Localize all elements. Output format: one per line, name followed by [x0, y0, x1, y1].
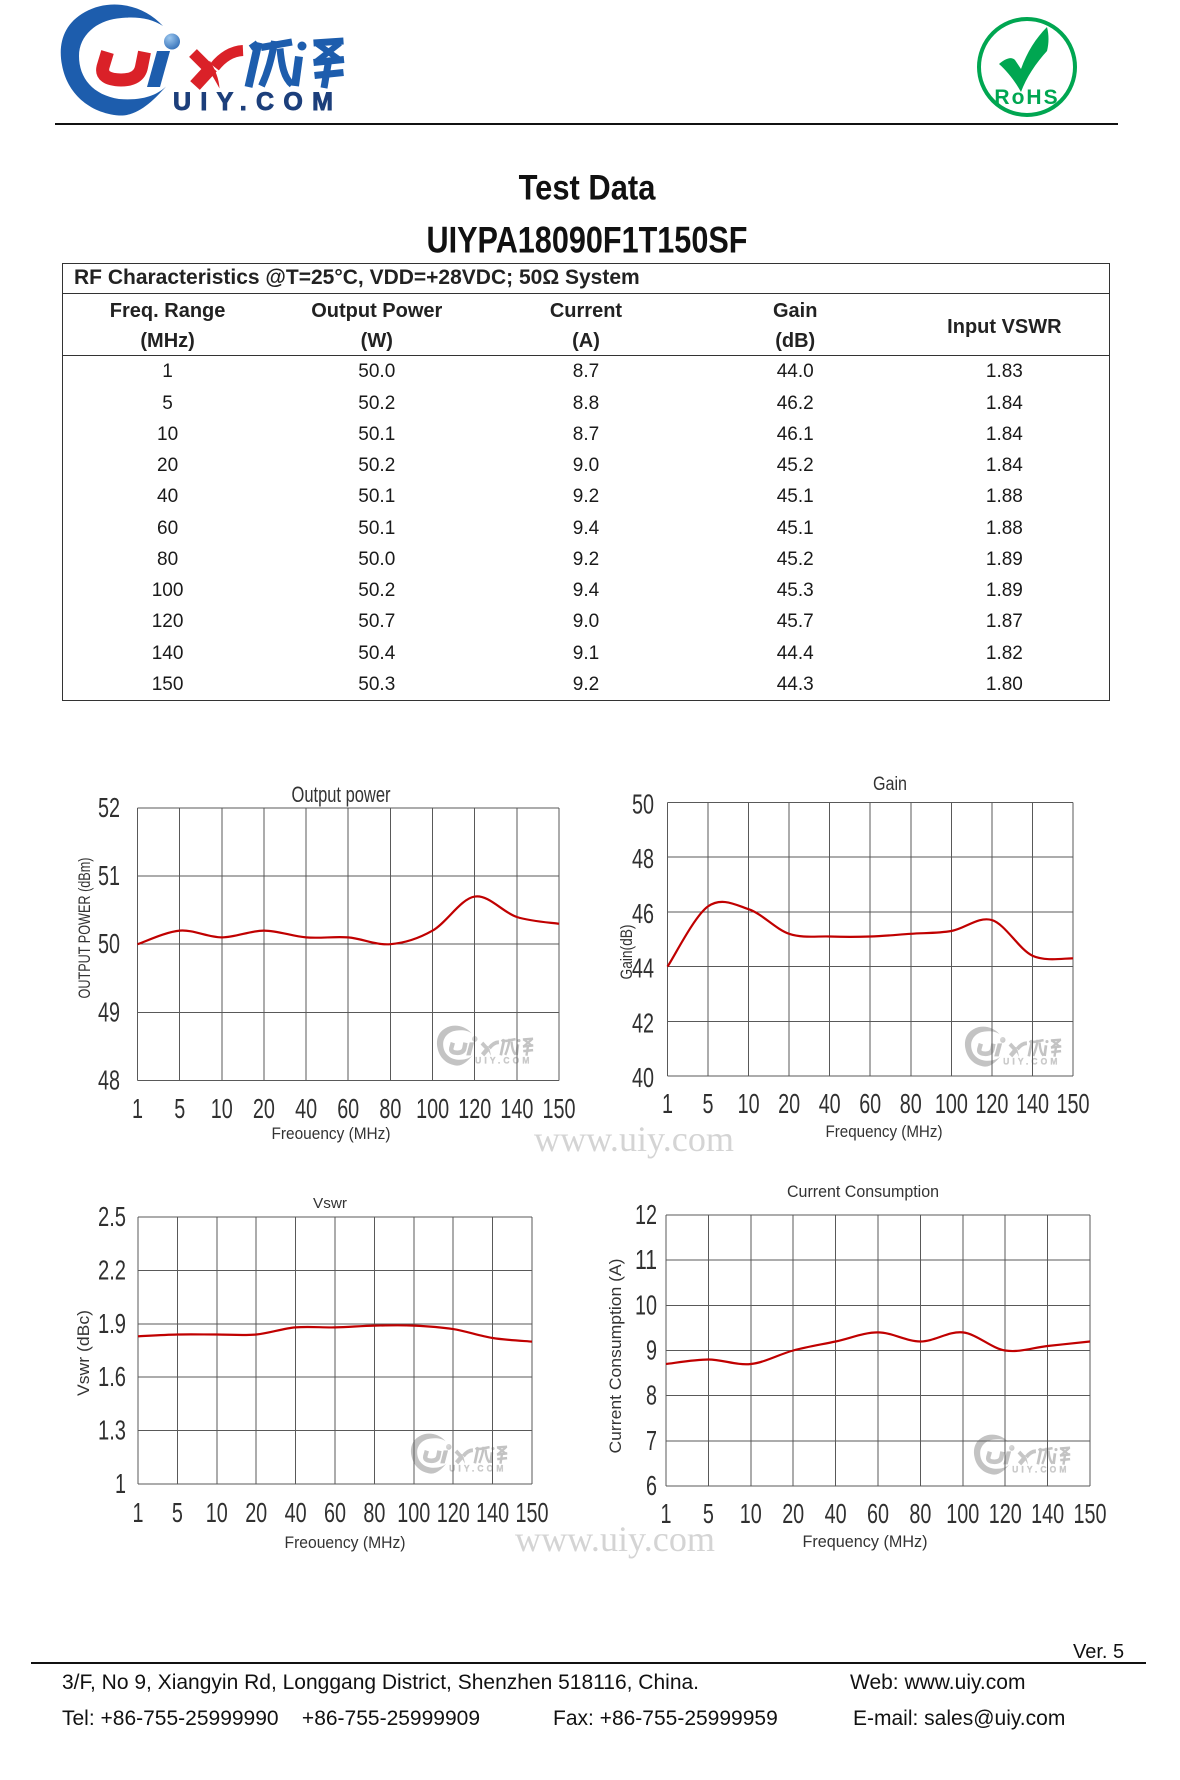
svg-text:1: 1 [661, 1498, 672, 1529]
svg-text:1: 1 [133, 1497, 144, 1528]
svg-text:42: 42 [632, 1007, 654, 1038]
svg-text:Frequency (MHz): Frequency (MHz) [803, 1532, 928, 1551]
svg-text:10: 10 [738, 1088, 760, 1119]
svg-text:1.9: 1.9 [98, 1308, 126, 1339]
svg-text:60: 60 [867, 1498, 889, 1529]
svg-text:UIY.COM: UIY.COM [1012, 1464, 1070, 1474]
svg-text:10: 10 [206, 1497, 228, 1528]
svg-text:150: 150 [1057, 1088, 1090, 1119]
svg-text:Frequency (MHz): Frequency (MHz) [826, 1122, 943, 1141]
svg-text:2.2: 2.2 [98, 1254, 126, 1285]
svg-text:48: 48 [632, 843, 654, 874]
svg-text:Vswr (dBc): Vswr (dBc) [74, 1310, 93, 1396]
svg-text:20: 20 [253, 1093, 275, 1124]
svg-text:1.3: 1.3 [98, 1415, 126, 1446]
svg-text:Current Consumption: Current Consumption [787, 1182, 939, 1201]
svg-text:100: 100 [416, 1093, 449, 1124]
svg-text:120: 120 [458, 1093, 491, 1124]
svg-text:5: 5 [703, 1498, 714, 1529]
svg-text:49: 49 [98, 996, 120, 1027]
svg-text:46: 46 [632, 898, 654, 929]
svg-text:UIY.COM: UIY.COM [449, 1463, 507, 1473]
svg-text:Output power: Output power [292, 782, 391, 807]
svg-text:60: 60 [337, 1093, 359, 1124]
svg-text:9: 9 [646, 1335, 657, 1366]
svg-text:5: 5 [174, 1093, 185, 1124]
svg-text:10: 10 [211, 1093, 233, 1124]
svg-text:UIY.COM: UIY.COM [1003, 1056, 1061, 1066]
svg-text:80: 80 [900, 1088, 922, 1119]
svg-text:140: 140 [1031, 1498, 1064, 1529]
svg-text:40: 40 [825, 1498, 847, 1529]
svg-text:8: 8 [646, 1380, 657, 1411]
svg-text:100: 100 [946, 1498, 979, 1529]
svg-text:150: 150 [516, 1497, 549, 1528]
svg-text:Gain: Gain [873, 774, 907, 795]
svg-text:51: 51 [98, 860, 120, 891]
svg-text:Vswr: Vswr [313, 1195, 347, 1212]
svg-text:150: 150 [1074, 1498, 1107, 1529]
svg-text:OUTPUT POWER (dBm): OUTPUT POWER (dBm) [75, 858, 94, 999]
svg-text:10: 10 [740, 1498, 762, 1529]
svg-text:80: 80 [909, 1498, 931, 1529]
svg-text:Gain(dB): Gain(dB) [617, 925, 636, 980]
svg-text:44: 44 [632, 953, 654, 984]
svg-text:50: 50 [98, 928, 120, 959]
svg-text:1: 1 [132, 1093, 143, 1124]
svg-text:60: 60 [324, 1497, 346, 1528]
svg-text:100: 100 [935, 1088, 968, 1119]
svg-text:www.uiy.com: www.uiy.com [534, 1119, 734, 1159]
svg-text:20: 20 [782, 1498, 804, 1529]
svg-text:UIY.COM: UIY.COM [173, 88, 342, 116]
svg-text:7: 7 [646, 1425, 657, 1456]
svg-text:www.uiy.com: www.uiy.com [515, 1519, 715, 1559]
svg-text:140: 140 [1016, 1088, 1049, 1119]
svg-text:RoHS: RoHS [994, 86, 1059, 109]
svg-text:52: 52 [98, 792, 120, 823]
svg-text:Freouency (MHz): Freouency (MHz) [272, 1124, 391, 1143]
svg-text:20: 20 [778, 1088, 800, 1119]
svg-text:Current Consumption (A): Current Consumption (A) [606, 1259, 625, 1454]
svg-text:1.6: 1.6 [98, 1361, 126, 1392]
svg-text:40: 40 [295, 1093, 317, 1124]
svg-text:UIY.COM: UIY.COM [475, 1055, 533, 1065]
svg-text:Freouency (MHz): Freouency (MHz) [285, 1533, 406, 1552]
svg-text:140: 140 [500, 1093, 533, 1124]
svg-text:5: 5 [172, 1497, 183, 1528]
svg-text:6: 6 [646, 1470, 657, 1501]
svg-text:2.5: 2.5 [98, 1201, 126, 1232]
svg-text:1: 1 [115, 1468, 126, 1499]
svg-text:100: 100 [397, 1497, 430, 1528]
svg-text:40: 40 [819, 1088, 841, 1119]
svg-text:120: 120 [989, 1498, 1022, 1529]
svg-text:120: 120 [975, 1088, 1008, 1119]
svg-text:40: 40 [632, 1062, 654, 1093]
svg-text:1: 1 [662, 1088, 673, 1119]
svg-text:5: 5 [703, 1088, 714, 1119]
svg-text:60: 60 [859, 1088, 881, 1119]
svg-text:140: 140 [476, 1497, 509, 1528]
svg-text:12: 12 [635, 1199, 657, 1230]
svg-text:48: 48 [98, 1065, 120, 1096]
svg-text:150: 150 [543, 1093, 576, 1124]
svg-text:50: 50 [632, 789, 654, 820]
svg-text:80: 80 [379, 1093, 401, 1124]
svg-text:80: 80 [363, 1497, 385, 1528]
svg-text:10: 10 [635, 1289, 657, 1320]
svg-text:120: 120 [437, 1497, 470, 1528]
svg-text:40: 40 [285, 1497, 307, 1528]
svg-text:20: 20 [245, 1497, 267, 1528]
svg-text:11: 11 [635, 1244, 657, 1275]
